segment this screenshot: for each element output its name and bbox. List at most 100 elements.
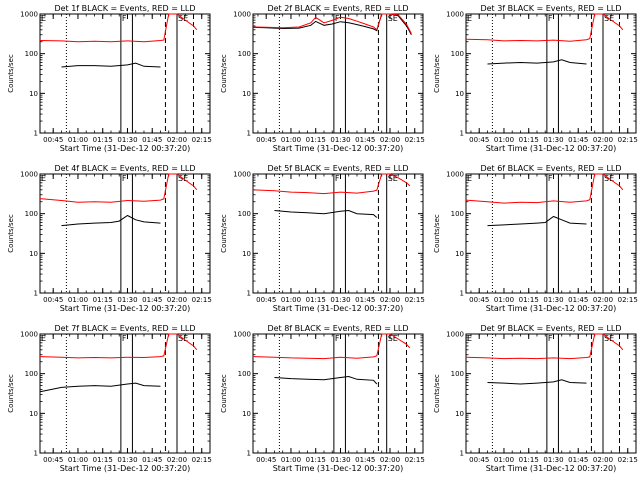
x-tick-label: 01:00 bbox=[281, 456, 301, 464]
x-tick-label: 02:00 bbox=[380, 456, 400, 464]
y-axis-label: Counts/sec bbox=[433, 374, 441, 413]
plot-frame bbox=[39, 173, 211, 294]
plot-frame bbox=[252, 13, 424, 134]
series-line-lld bbox=[39, 173, 198, 203]
y-tick-label: 1000 bbox=[233, 11, 251, 19]
y-tick-label: 1 bbox=[34, 290, 38, 298]
y-tick-label: 1000 bbox=[233, 171, 251, 179]
x-tick-label: 01:30 bbox=[117, 296, 137, 304]
y-tick-label: 1 bbox=[34, 130, 38, 138]
x-axis-label: Start Time (31-Dec-12 00:37:20) bbox=[273, 144, 404, 153]
marker-label: E bbox=[467, 334, 472, 343]
series-line-events bbox=[487, 59, 587, 65]
y-tick-label: 10 bbox=[455, 90, 464, 98]
series-line-events bbox=[61, 214, 161, 227]
chart-title: Det 7f BLACK = Events, RED = LLD bbox=[54, 324, 195, 333]
x-tick-label: 02:15 bbox=[618, 456, 638, 464]
y-tick-label: 100 bbox=[451, 210, 464, 218]
y-tick-label: 1 bbox=[247, 130, 251, 138]
x-tick-label: 01:45 bbox=[355, 456, 375, 464]
marker-label: F bbox=[548, 174, 553, 183]
detector-panel: Det 6f BLACK = Events, RED = LLD 1 10 100 10… bbox=[433, 164, 638, 313]
marker-label: SE bbox=[388, 334, 398, 343]
marker-label: E bbox=[41, 334, 46, 343]
marker-label: E bbox=[41, 174, 46, 183]
x-tick-label: 00:45 bbox=[43, 136, 63, 144]
x-tick-label: 01:30 bbox=[330, 296, 350, 304]
x-tick-label: 01:45 bbox=[142, 296, 162, 304]
y-tick-label: 1000 bbox=[20, 331, 38, 339]
chart-title: Det 2f BLACK = Events, RED = LLD bbox=[267, 4, 408, 13]
y-tick-label: 1 bbox=[460, 450, 464, 458]
detector-panel: Det 7f BLACK = Events, RED = LLD 1 10 100 10… bbox=[7, 324, 212, 473]
x-axis-label: Start Time (31-Dec-12 00:37:20) bbox=[486, 304, 617, 313]
x-tick-label: 01:45 bbox=[355, 136, 375, 144]
x-tick-label: 02:15 bbox=[192, 456, 212, 464]
x-tick-label: 01:00 bbox=[68, 296, 88, 304]
chart-title: Det 3f BLACK = Events, RED = LLD bbox=[480, 4, 621, 13]
plot-frame bbox=[252, 333, 424, 454]
y-tick-label: 100 bbox=[451, 370, 464, 378]
x-tick-label: 02:00 bbox=[380, 296, 400, 304]
plot-frame bbox=[465, 333, 637, 454]
x-tick-label: 01:45 bbox=[568, 296, 588, 304]
y-tick-label: 10 bbox=[455, 410, 464, 418]
x-tick-label: 01:15 bbox=[93, 136, 113, 144]
series-line-lld bbox=[252, 333, 411, 360]
y-tick-label: 1000 bbox=[446, 331, 464, 339]
x-tick-label: 00:45 bbox=[469, 136, 489, 144]
y-tick-label: 10 bbox=[242, 250, 251, 258]
series-line-lld bbox=[465, 13, 624, 42]
chart-title: Det 5f BLACK = Events, RED = LLD bbox=[267, 164, 408, 173]
x-tick-label: 02:15 bbox=[405, 456, 425, 464]
x-tick-label: 01:45 bbox=[142, 136, 162, 144]
x-tick-label: 00:45 bbox=[43, 296, 63, 304]
x-tick-label: 00:45 bbox=[43, 456, 63, 464]
y-tick-label: 1 bbox=[460, 130, 464, 138]
x-axis-label: Start Time (31-Dec-12 00:37:20) bbox=[486, 144, 617, 153]
plot-frame bbox=[252, 173, 424, 294]
x-axis-label: Start Time (31-Dec-12 00:37:20) bbox=[60, 144, 191, 153]
marker-label: F bbox=[335, 334, 340, 343]
y-tick-label: 100 bbox=[25, 370, 38, 378]
x-tick-label: 01:00 bbox=[494, 456, 514, 464]
y-tick-label: 100 bbox=[25, 50, 38, 58]
x-axis-label: Start Time (31-Dec-12 00:37:20) bbox=[486, 464, 617, 473]
y-tick-label: 10 bbox=[29, 410, 38, 418]
x-tick-label: 01:00 bbox=[494, 296, 514, 304]
x-tick-label: 01:30 bbox=[543, 296, 563, 304]
y-tick-label: 100 bbox=[25, 210, 38, 218]
y-axis-label: Counts/sec bbox=[7, 54, 15, 93]
x-tick-label: 02:00 bbox=[593, 296, 613, 304]
x-tick-label: 01:15 bbox=[519, 296, 539, 304]
marker-label: SE bbox=[388, 174, 398, 183]
plot-frame bbox=[465, 13, 637, 134]
x-tick-label: 01:30 bbox=[543, 456, 563, 464]
y-tick-label: 1000 bbox=[233, 331, 251, 339]
x-tick-label: 01:45 bbox=[568, 456, 588, 464]
y-tick-label: 1000 bbox=[20, 171, 38, 179]
x-tick-label: 01:15 bbox=[93, 456, 113, 464]
x-tick-label: 00:45 bbox=[469, 456, 489, 464]
y-tick-label: 100 bbox=[238, 370, 251, 378]
chart-title: Det 9f BLACK = Events, RED = LLD bbox=[480, 324, 621, 333]
x-tick-label: 02:15 bbox=[618, 296, 638, 304]
x-tick-label: 01:45 bbox=[568, 136, 588, 144]
x-tick-label: 02:00 bbox=[167, 296, 187, 304]
x-axis-label: Start Time (31-Dec-12 00:37:20) bbox=[273, 464, 404, 473]
x-tick-label: 00:45 bbox=[256, 456, 276, 464]
series-line-events bbox=[61, 62, 161, 68]
x-tick-label: 01:15 bbox=[519, 456, 539, 464]
x-tick-label: 02:15 bbox=[192, 296, 212, 304]
x-tick-label: 01:15 bbox=[93, 296, 113, 304]
x-tick-label: 01:00 bbox=[68, 456, 88, 464]
x-tick-label: 02:00 bbox=[167, 456, 187, 464]
y-tick-label: 10 bbox=[29, 250, 38, 258]
detector-panel: Det 5f BLACK = Events, RED = LLD 1 10 100 10… bbox=[220, 164, 425, 313]
series-line-lld bbox=[252, 173, 411, 195]
series-line-events bbox=[274, 375, 378, 385]
detector-panel: Det 1f BLACK = Events, RED = LLD 1 10 100 10… bbox=[7, 4, 212, 153]
series-line-events bbox=[487, 215, 587, 227]
x-tick-label: 01:15 bbox=[306, 296, 326, 304]
